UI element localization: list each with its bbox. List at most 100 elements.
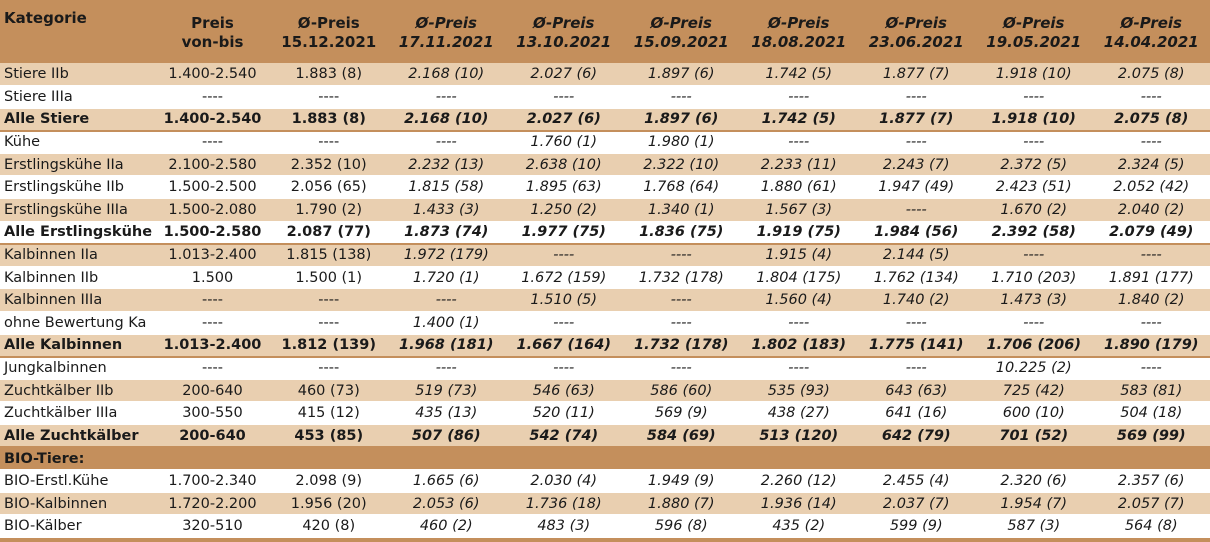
price-range-cell: 1.400-2.540 bbox=[155, 63, 270, 86]
price-range-cell bbox=[155, 447, 270, 470]
header-avg-price: Ø-Preis 13.10.2021 bbox=[505, 0, 623, 63]
avg-price-cell: 1.790 (2) bbox=[270, 199, 388, 222]
category-cell: Alle Stiere bbox=[0, 108, 155, 131]
avg-price-cell: 2.260 (12) bbox=[740, 470, 858, 493]
avg-price-cell: 1.742 (5) bbox=[740, 63, 858, 86]
avg-price-cell: 2.168 (10) bbox=[388, 63, 506, 86]
avg-price-cell: 2.233 (11) bbox=[740, 153, 858, 176]
price-range-cell: 200-640 bbox=[155, 379, 270, 402]
avg-price-cell: 1.560 (4) bbox=[740, 289, 858, 312]
avg-price-cell: ---- bbox=[623, 357, 741, 380]
avg-price-cell bbox=[623, 447, 741, 470]
avg-price-cell: ---- bbox=[975, 244, 1093, 267]
price-range-cell: 1.500-2.500 bbox=[155, 176, 270, 199]
avg-price-cell: 2.638 (10) bbox=[505, 153, 623, 176]
avg-price-cell: 1.880 (7) bbox=[623, 492, 741, 515]
avg-price-cell: 725 (42) bbox=[975, 379, 1093, 402]
avg-price-cell: ---- bbox=[270, 312, 388, 335]
avg-price-cell: 1.918 (10) bbox=[975, 63, 1093, 86]
price-range-cell: 1.500-2.080 bbox=[155, 199, 270, 222]
avg-price-cell: 1.947 (49) bbox=[858, 176, 976, 199]
header-line: 18.08.2021 bbox=[740, 33, 858, 52]
category-cell: Zuchtkälber IIb bbox=[0, 379, 155, 402]
avg-price-cell: 513 (120) bbox=[740, 425, 858, 448]
avg-price-cell: 2.324 (5) bbox=[1093, 153, 1210, 176]
avg-price-cell: ---- bbox=[270, 357, 388, 380]
price-range-cell: ---- bbox=[155, 131, 270, 154]
avg-price-cell: 1.710 (203) bbox=[975, 266, 1093, 289]
header-line: Ø-Preis bbox=[975, 14, 1093, 33]
category-cell: Stiere IIIa bbox=[0, 86, 155, 109]
header-line: 17.11.2021 bbox=[388, 33, 506, 52]
avg-price-cell: ---- bbox=[1093, 244, 1210, 267]
avg-price-cell: ---- bbox=[388, 289, 506, 312]
avg-price-cell: ---- bbox=[858, 312, 976, 335]
header-row: Kategorie Preis von-bis Ø-Preis 15.12.20… bbox=[0, 0, 1210, 63]
header-line: von-bis bbox=[155, 33, 270, 52]
avg-price-cell: 420 (8) bbox=[270, 515, 388, 538]
price-range-cell: ---- bbox=[155, 86, 270, 109]
avg-price-cell: 2.357 (6) bbox=[1093, 470, 1210, 493]
avg-price-cell: 1.956 (20) bbox=[270, 492, 388, 515]
category-cell: Zuchtkälber IIIa bbox=[0, 402, 155, 425]
avg-price-cell: 415 (12) bbox=[270, 402, 388, 425]
price-range-cell: ---- bbox=[155, 289, 270, 312]
header-line: Ø-Preis bbox=[505, 14, 623, 33]
avg-price-cell: ---- bbox=[740, 131, 858, 154]
avg-price-cell: 701 (52) bbox=[975, 425, 1093, 448]
avg-price-cell: ---- bbox=[1093, 131, 1210, 154]
avg-price-cell: 1.883 (8) bbox=[270, 108, 388, 131]
avg-price-cell: 507 (86) bbox=[388, 425, 506, 448]
avg-price-cell: 1.433 (3) bbox=[388, 199, 506, 222]
avg-price-cell: 2.053 (6) bbox=[388, 492, 506, 515]
avg-price-cell: 641 (16) bbox=[858, 402, 976, 425]
category-cell: BIO-Kälber bbox=[0, 515, 155, 538]
avg-price-cell: 2.455 (4) bbox=[858, 470, 976, 493]
header-avg-price: Ø-Preis 15.09.2021 bbox=[623, 0, 741, 63]
avg-price-cell: 1.732 (178) bbox=[623, 334, 741, 357]
avg-price-cell: 535 (93) bbox=[740, 379, 858, 402]
avg-price-cell: 583 (81) bbox=[1093, 379, 1210, 402]
avg-price-cell: 1.740 (2) bbox=[858, 289, 976, 312]
avg-price-cell: ---- bbox=[740, 357, 858, 380]
category-cell: Kalbinnen IIa bbox=[0, 244, 155, 267]
avg-price-cell: 2.423 (51) bbox=[975, 176, 1093, 199]
avg-price-cell: 460 (2) bbox=[388, 515, 506, 538]
avg-price-cell: ---- bbox=[975, 131, 1093, 154]
avg-price-cell: 2.320 (6) bbox=[975, 470, 1093, 493]
avg-price-cell: 2.079 (49) bbox=[1093, 221, 1210, 244]
avg-price-cell: 1.815 (138) bbox=[270, 244, 388, 267]
avg-price-cell: 1.670 (2) bbox=[975, 199, 1093, 222]
avg-price-cell: 1.250 (2) bbox=[505, 199, 623, 222]
avg-price-cell: ---- bbox=[975, 86, 1093, 109]
avg-price-cell: 643 (63) bbox=[858, 379, 976, 402]
avg-price-cell: 2.144 (5) bbox=[858, 244, 976, 267]
avg-price-cell: 2.075 (8) bbox=[1093, 63, 1210, 86]
avg-price-cell: 1.919 (75) bbox=[740, 221, 858, 244]
table-header: Kategorie Preis von-bis Ø-Preis 15.12.20… bbox=[0, 0, 1210, 63]
avg-price-cell: 483 (3) bbox=[505, 515, 623, 538]
price-range-cell: 1.400-2.540 bbox=[155, 108, 270, 131]
avg-price-cell: 1.880 (61) bbox=[740, 176, 858, 199]
avg-price-cell: 569 (9) bbox=[623, 402, 741, 425]
table-row: ohne Bewertung Ka--------1.400 (1)------… bbox=[0, 312, 1210, 335]
category-cell: BIO-Tiere: bbox=[0, 447, 155, 470]
avg-price-cell: 569 (99) bbox=[1093, 425, 1210, 448]
avg-price-cell: 2.057 (7) bbox=[1093, 492, 1210, 515]
avg-price-cell: 546 (63) bbox=[505, 379, 623, 402]
avg-price-cell: 519 (73) bbox=[388, 379, 506, 402]
header-line: Ø-Preis bbox=[388, 14, 506, 33]
avg-price-cell: 1.949 (9) bbox=[623, 470, 741, 493]
price-range-cell: 2.100-2.580 bbox=[155, 153, 270, 176]
price-range-cell: 1.500-2.580 bbox=[155, 221, 270, 244]
avg-price-cell: 435 (2) bbox=[740, 515, 858, 538]
avg-price-cell: 1.736 (18) bbox=[505, 492, 623, 515]
avg-price-cell: 2.232 (13) bbox=[388, 153, 506, 176]
header-line: 13.10.2021 bbox=[505, 33, 623, 52]
